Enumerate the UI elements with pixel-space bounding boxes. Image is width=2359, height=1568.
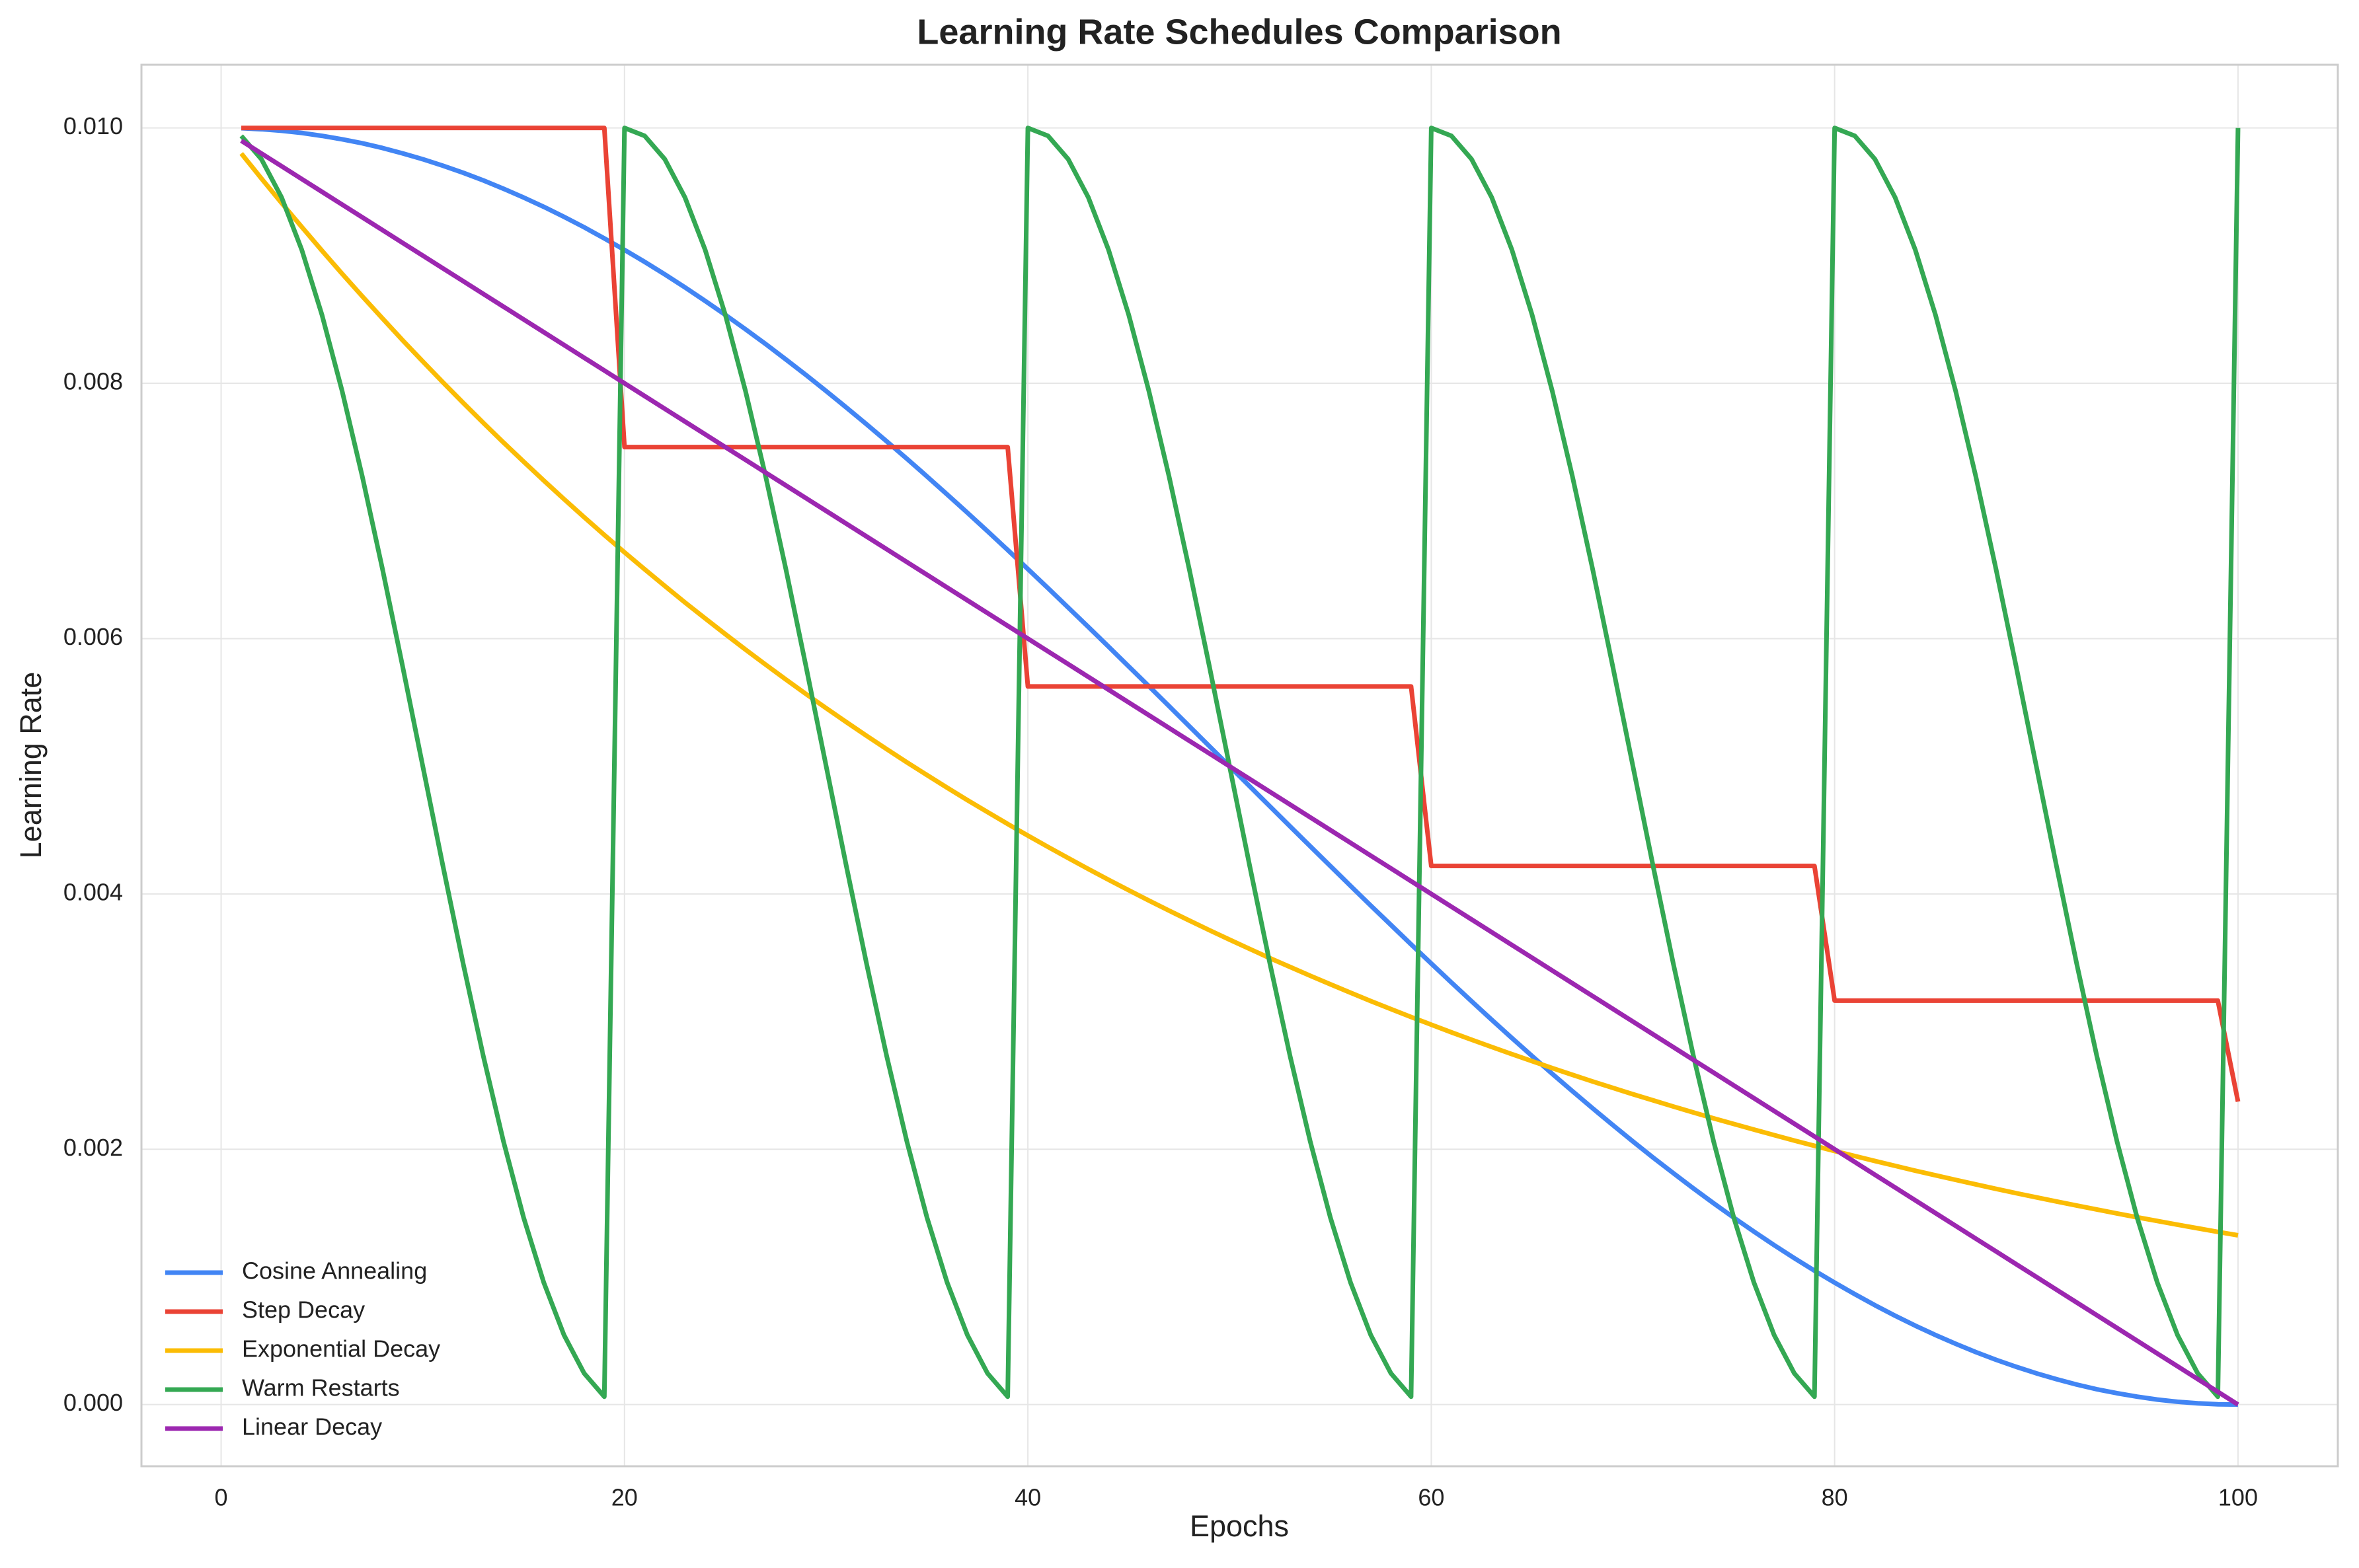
x-tick-label: 100	[2218, 1484, 2258, 1511]
y-tick-label: 0.010	[63, 112, 123, 139]
x-tick-label: 0	[215, 1484, 228, 1511]
series-line	[241, 126, 2241, 1102]
y-tick-label: 0.002	[63, 1134, 123, 1161]
x-tick-label: 20	[611, 1484, 638, 1511]
legend-label: Step Decay	[242, 1296, 365, 1324]
x-tick-label: 40	[1015, 1484, 1041, 1511]
chart-title: Learning Rate Schedules Comparison	[917, 12, 1561, 52]
series-line	[241, 126, 2238, 1407]
legend-label: Cosine Annealing	[242, 1257, 427, 1285]
legend-label: Linear Decay	[242, 1413, 382, 1440]
legend-label: Exponential Decay	[242, 1335, 440, 1363]
series-line	[239, 126, 2241, 1400]
legend-label: Warm Restarts	[242, 1374, 400, 1401]
y-axis-label: Learning Rate	[14, 672, 48, 859]
y-tick-label: 0.006	[63, 623, 123, 650]
y-tick-label: 0.008	[63, 368, 123, 395]
series-line	[240, 139, 2239, 1407]
series-line	[239, 152, 2239, 1238]
x-axis-label: Epochs	[1190, 1509, 1289, 1543]
plot-frame	[140, 63, 2339, 1468]
x-tick-label: 60	[1418, 1484, 1444, 1511]
y-tick-label: 0.004	[63, 878, 123, 905]
y-tick-label: 0.000	[63, 1389, 123, 1416]
x-tick-label: 80	[1822, 1484, 1848, 1511]
